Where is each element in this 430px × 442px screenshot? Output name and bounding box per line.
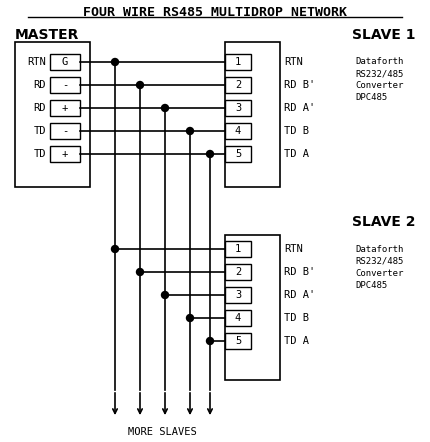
- Bar: [225, 77, 251, 93]
- Circle shape: [136, 268, 144, 275]
- Bar: [50, 54, 80, 70]
- Bar: [225, 146, 251, 162]
- Bar: [225, 333, 251, 349]
- Text: MORE SLAVES: MORE SLAVES: [128, 427, 197, 437]
- Text: RD A': RD A': [284, 103, 315, 113]
- Bar: [225, 241, 251, 257]
- Text: +: +: [62, 149, 68, 159]
- Text: RD A': RD A': [284, 290, 315, 300]
- Text: RS232/485: RS232/485: [355, 256, 403, 266]
- Text: RD B': RD B': [284, 267, 315, 277]
- Text: DPC485: DPC485: [355, 94, 387, 103]
- Text: +: +: [62, 103, 68, 113]
- Circle shape: [162, 104, 169, 111]
- Bar: [225, 123, 251, 139]
- Bar: [225, 42, 280, 187]
- Circle shape: [206, 150, 214, 157]
- Text: TD B: TD B: [284, 313, 309, 323]
- Text: Dataforth: Dataforth: [355, 244, 403, 254]
- Circle shape: [206, 338, 214, 344]
- Bar: [50, 100, 80, 116]
- Text: 5: 5: [235, 336, 241, 346]
- Text: FOUR WIRE RS485 MULTIDROP NETWORK: FOUR WIRE RS485 MULTIDROP NETWORK: [83, 6, 347, 19]
- Bar: [50, 146, 80, 162]
- Circle shape: [187, 127, 194, 134]
- Bar: [225, 235, 280, 380]
- Text: MASTER: MASTER: [15, 28, 80, 42]
- Text: 4: 4: [235, 313, 241, 323]
- Text: 3: 3: [235, 290, 241, 300]
- Text: 5: 5: [235, 149, 241, 159]
- Text: RTN: RTN: [284, 244, 303, 254]
- Text: TD B: TD B: [284, 126, 309, 136]
- Circle shape: [162, 292, 169, 298]
- Text: RTN: RTN: [284, 57, 303, 67]
- Circle shape: [111, 245, 119, 252]
- Text: TD A: TD A: [284, 336, 309, 346]
- Text: RS232/485: RS232/485: [355, 69, 403, 79]
- Text: -: -: [62, 126, 68, 136]
- Text: TD: TD: [34, 126, 46, 136]
- Bar: [225, 54, 251, 70]
- Circle shape: [136, 81, 144, 88]
- Bar: [225, 264, 251, 280]
- Text: -: -: [62, 80, 68, 90]
- Bar: [225, 287, 251, 303]
- Text: 2: 2: [235, 80, 241, 90]
- Text: TD A: TD A: [284, 149, 309, 159]
- Text: 1: 1: [235, 244, 241, 254]
- Text: RD: RD: [34, 80, 46, 90]
- Text: RD B': RD B': [284, 80, 315, 90]
- Text: 1: 1: [235, 57, 241, 67]
- Text: TD: TD: [34, 149, 46, 159]
- Bar: [50, 77, 80, 93]
- Text: SLAVE 2: SLAVE 2: [351, 215, 415, 229]
- Text: DPC485: DPC485: [355, 281, 387, 290]
- Text: 2: 2: [235, 267, 241, 277]
- Text: Converter: Converter: [355, 81, 403, 91]
- Text: RD: RD: [34, 103, 46, 113]
- Text: G: G: [62, 57, 68, 67]
- Text: 4: 4: [235, 126, 241, 136]
- Bar: [225, 310, 251, 326]
- Circle shape: [187, 315, 194, 321]
- Circle shape: [111, 58, 119, 65]
- Text: Dataforth: Dataforth: [355, 57, 403, 66]
- Bar: [15, 42, 90, 187]
- Text: 3: 3: [235, 103, 241, 113]
- Bar: [225, 100, 251, 116]
- Bar: [50, 123, 80, 139]
- Text: RTN: RTN: [27, 57, 46, 67]
- Text: Converter: Converter: [355, 268, 403, 278]
- Text: SLAVE 1: SLAVE 1: [351, 28, 415, 42]
